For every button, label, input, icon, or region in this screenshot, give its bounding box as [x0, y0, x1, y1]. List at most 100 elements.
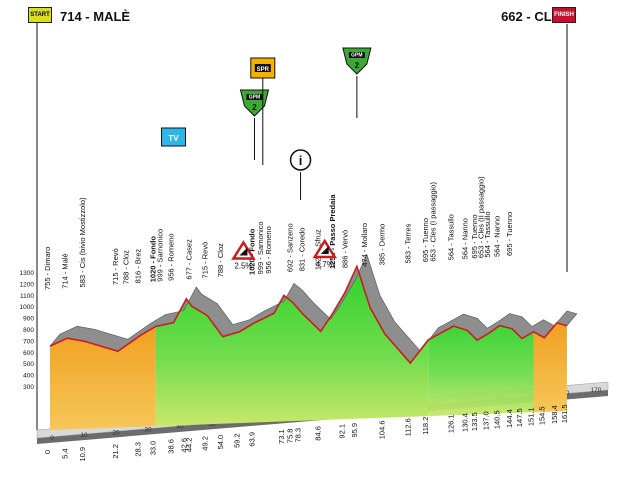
place-label: 999 - Sarnonico: [156, 229, 165, 282]
distance-label: 42.6: [179, 438, 188, 453]
distance-label: 28.3: [134, 442, 143, 457]
distance-label: 161.5: [560, 404, 569, 423]
sprint-badge-label: SPR: [257, 67, 270, 73]
gradient-label: 4.7%: [316, 260, 334, 269]
gradient-triangle-icon: [231, 240, 256, 260]
place-label: 653 - Cles (II passaggio): [477, 176, 486, 258]
slope-glyph-icon: [239, 247, 248, 256]
place-label: 788 - Cloz: [121, 250, 130, 284]
place-label: 695 - Tuenno: [505, 212, 514, 256]
y-tick-label: 400: [23, 373, 34, 380]
y-tick-label: 1000: [20, 304, 35, 311]
place-label: 385 - Dermo: [378, 224, 387, 266]
distance-label: 137.0: [481, 411, 490, 430]
y-tick-label: 800: [23, 327, 34, 334]
distance-label: 130.4: [460, 413, 469, 432]
place-label: 1020 - Fondo: [247, 228, 256, 275]
place-label: 755 - Dimaro: [43, 247, 52, 290]
x-tick-label: 50: [208, 421, 216, 428]
gpm-badge-inner: [348, 52, 365, 58]
gradient-triangle-icon: [312, 238, 337, 259]
profile-line: [49, 264, 568, 365]
place-label: 816 - Brez: [134, 248, 143, 283]
x-tick-label: 20: [112, 429, 120, 436]
distance-label: 133.5: [470, 412, 479, 431]
distance-label: 49.2: [200, 436, 209, 451]
distance-label: 151.1: [527, 407, 536, 426]
profile-area-green: [155, 266, 429, 427]
distance-label: 158.4: [550, 405, 559, 424]
x-tick-label: 170: [591, 387, 602, 394]
info-icon-label: i: [299, 153, 303, 168]
tv-badge-label: TV: [168, 134, 179, 143]
distance-label: 33.0: [149, 441, 158, 456]
distance-label: 144.4: [505, 409, 514, 428]
y-tick-label: 1300: [20, 270, 35, 277]
tv-badge-icon: [161, 127, 187, 147]
distance-label: 95.9: [350, 423, 359, 438]
distance-label: 118.2: [421, 417, 430, 435]
y-tick-label: 600: [23, 350, 34, 357]
place-label: 474 - Mollaro: [360, 223, 369, 267]
finish-flag: FINISH: [552, 7, 576, 23]
gpm-badge-label: GPM: [249, 95, 260, 101]
profile-area-green-end: [428, 322, 567, 417]
place-label: 1020 - Fondo: [149, 236, 158, 283]
distance-label: 112.6: [403, 418, 412, 436]
place-label: 564 - Tassullo: [483, 212, 492, 258]
x-tick-label: 10: [80, 432, 88, 439]
place-label: 788 - Cloz: [216, 243, 225, 277]
place-label: 564 - Tassullo: [447, 214, 456, 260]
y-tick-label: 900: [23, 316, 34, 323]
place-label: 677 - Casez: [184, 239, 193, 280]
distance-label: 38.6: [167, 439, 176, 454]
distance-label: 54.0: [216, 435, 225, 450]
x-tick-label: 40: [176, 424, 184, 431]
place-label: 564 - Nanno: [460, 218, 469, 259]
start-title: 714 - MALÈ: [60, 9, 131, 24]
place-label: 715 - Revò: [111, 248, 120, 285]
distance-label: 154.5: [537, 406, 546, 425]
place-label: 956 - Romeno: [264, 226, 273, 274]
distance-label: 0: [43, 450, 52, 454]
distance-label: 73.1: [277, 429, 286, 444]
place-label: 695 - Tuenno: [470, 214, 479, 258]
distance-label: 63.9: [247, 432, 256, 447]
place-label: 583 - Terres: [403, 223, 412, 263]
y-tick-label: 700: [23, 338, 34, 345]
profile-area-orange-start: [50, 326, 156, 430]
distance-label: 92.1: [338, 424, 347, 439]
place-label: 714 - Malè: [60, 253, 69, 288]
place-label: 653 - Cles (I passaggio): [429, 182, 438, 262]
distance-label: 140.5: [493, 410, 502, 429]
distance-label: 10.9: [78, 447, 87, 462]
place-label: 831 - Coredo: [297, 228, 306, 272]
distance-label: 84.6: [314, 426, 323, 441]
place-label: 695 - Tuenno: [421, 218, 430, 262]
place-label: 583 - Cis (bivio Mostizzolo): [78, 197, 87, 288]
place-label: 692 - Sanzeno: [286, 223, 295, 272]
gpm-badge-inner: [246, 94, 263, 100]
y-tick-label: 1200: [20, 281, 35, 288]
info-icon: [289, 149, 312, 171]
place-label: 956 - Romeno: [167, 233, 176, 281]
place-label: 999 - Sarnonico: [256, 221, 265, 274]
slope-glyph-icon: [320, 246, 329, 255]
distance-label: 21.2: [111, 444, 120, 459]
x-tick-label: 30: [144, 427, 152, 434]
distance-label: 147.5: [515, 408, 524, 427]
distance-label: 44.2: [184, 438, 193, 453]
y-tick-label: 500: [23, 361, 34, 368]
gpm-badge-label: GPM: [351, 53, 362, 59]
distance-label: 78.3: [294, 428, 303, 443]
place-label: 886 - Vervò: [341, 230, 350, 268]
y-tick-label: 300: [23, 384, 34, 391]
distance-label: 59.2: [232, 433, 241, 448]
place-label: 715 - Revò: [200, 242, 209, 279]
place-label: 1250 - Passo Predaia: [328, 194, 337, 269]
distance-label: 5.4: [60, 448, 69, 458]
y-tick-label: 1100: [20, 293, 34, 300]
sprint-badge-inner: [254, 64, 271, 72]
